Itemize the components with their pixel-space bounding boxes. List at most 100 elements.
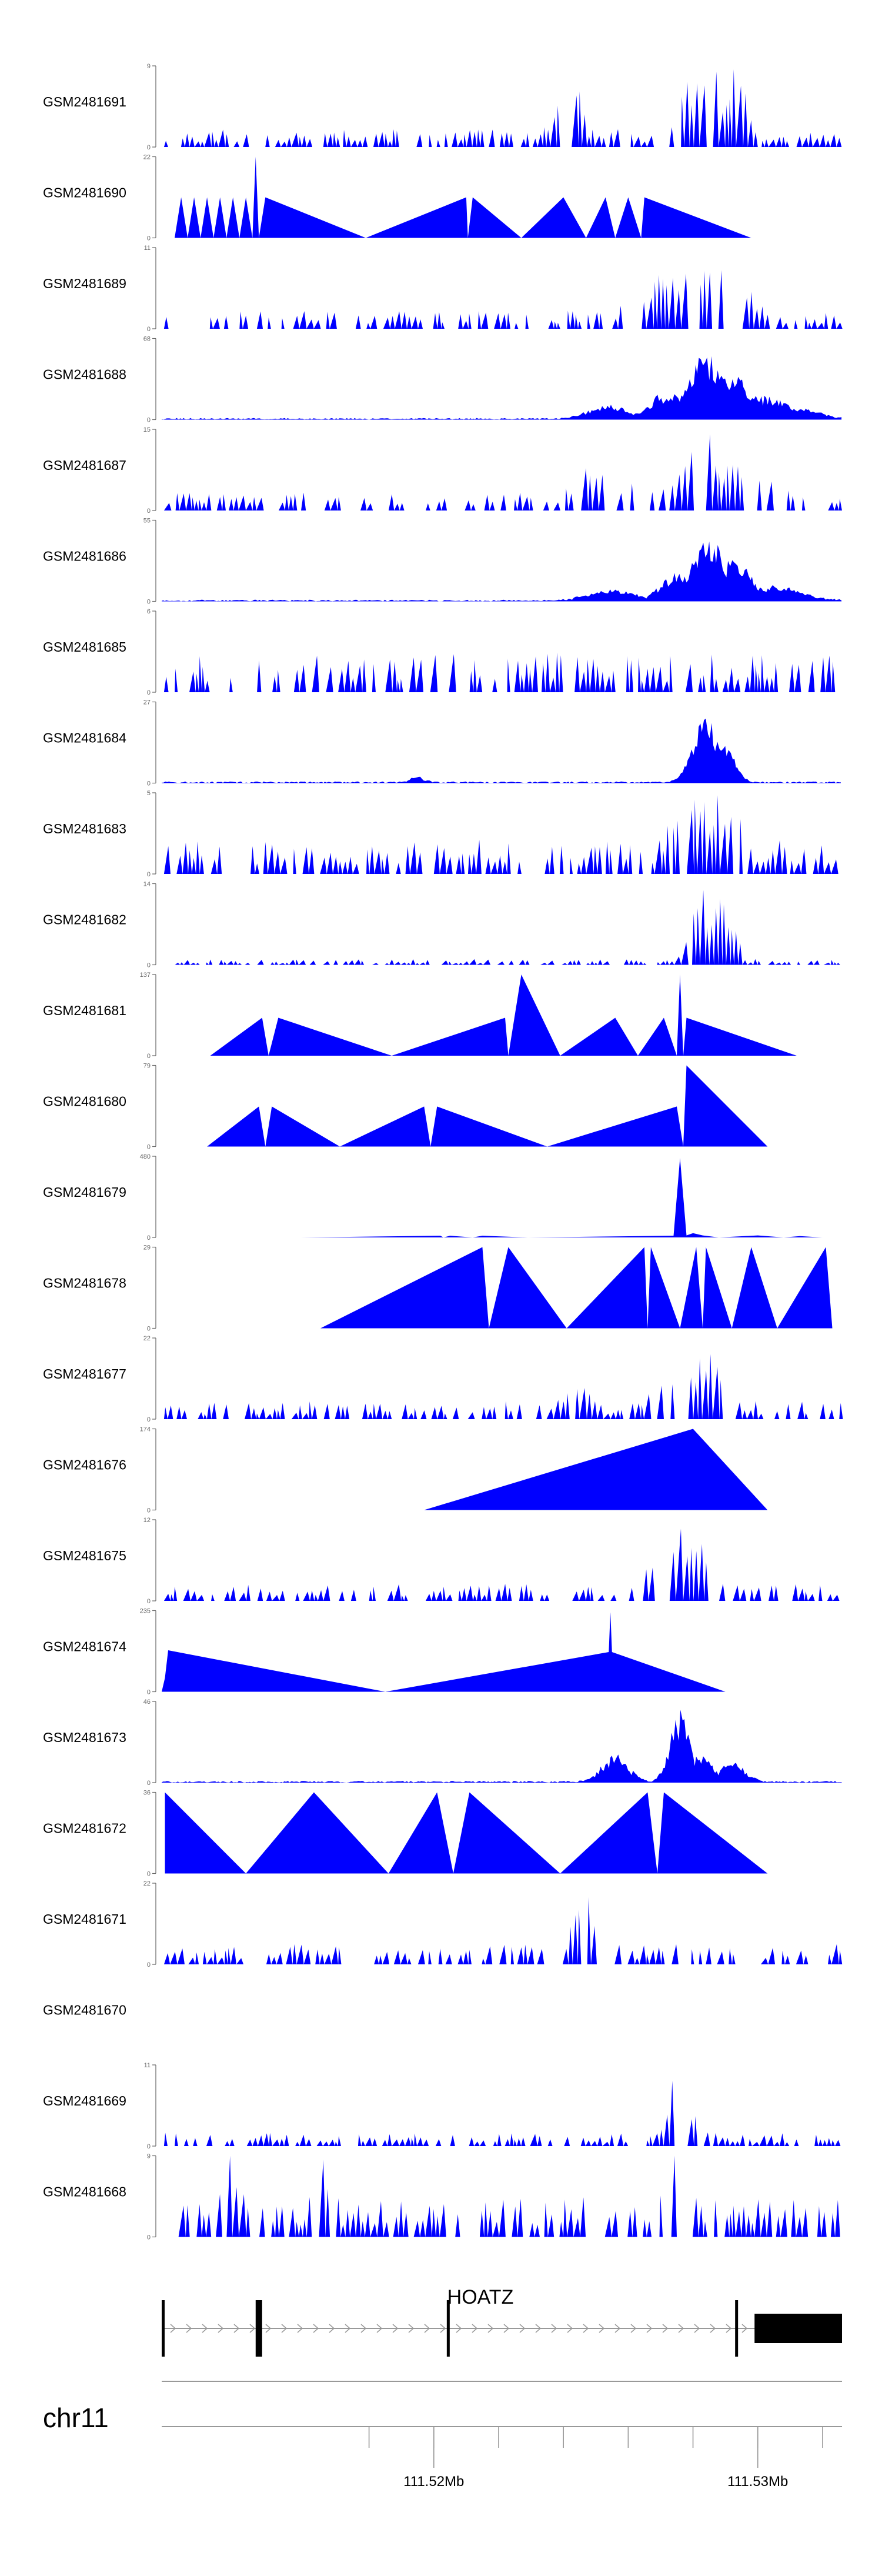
coverage-area xyxy=(162,69,842,147)
coverage-area xyxy=(162,356,842,420)
strand-arrow xyxy=(535,2324,542,2333)
track-label: GSM2481670 xyxy=(43,2003,126,2018)
track-label: GSM2481678 xyxy=(43,1276,126,1291)
coverage-area xyxy=(162,719,841,783)
track-gsm2481682: GSM2481682 14 0 xyxy=(43,881,840,969)
strand-arrow xyxy=(503,2324,510,2333)
strand-arrow xyxy=(249,2324,256,2333)
strand-arrow xyxy=(233,2324,240,2333)
y-tick-label: 0 xyxy=(147,780,151,788)
exon-block xyxy=(162,2300,165,2357)
track-label: GSM2481672 xyxy=(43,1821,126,1836)
track-gsm2481688: GSM2481688 68 0 xyxy=(43,336,842,424)
track-gsm2481668: GSM2481668 9 0 xyxy=(43,2153,840,2241)
strand-arrow xyxy=(519,2324,526,2333)
y-tick-label: 79 xyxy=(143,1063,151,1070)
gene-label: HOATZ xyxy=(447,2286,514,2308)
y-tick-label: 0 xyxy=(147,1780,151,1787)
y-tick-label: 11 xyxy=(144,245,151,252)
y-tick-label: 9 xyxy=(147,63,151,70)
strand-arrow xyxy=(186,2324,192,2333)
y-tick-label: 55 xyxy=(143,518,151,525)
strand-arrow xyxy=(313,2324,319,2333)
strand-arrow xyxy=(567,2324,573,2333)
y-tick-label: 68 xyxy=(143,336,151,343)
strand-arrow xyxy=(487,2324,494,2333)
track-label: GSM2481680 xyxy=(43,1094,126,1109)
coverage-area xyxy=(162,890,840,965)
track-label: GSM2481671 xyxy=(43,1911,126,1927)
y-tick-label: 0 xyxy=(147,2143,151,2150)
track-gsm2481676: GSM2481676 174 0 xyxy=(43,1426,768,1514)
axis-tick-label: 111.52Mb xyxy=(403,2474,464,2490)
coverage-area xyxy=(162,1897,843,1964)
y-tick-label: 0 xyxy=(147,1053,151,1060)
track-gsm2481671: GSM2481671 22 0 xyxy=(43,1880,843,1968)
coverage-area xyxy=(162,270,843,329)
y-tick-label: 137 xyxy=(140,972,151,979)
strand-arrow xyxy=(424,2324,430,2333)
y-tick-label: 0 xyxy=(147,1416,151,1423)
y-tick-label: 0 xyxy=(147,1961,151,1968)
coverage-area xyxy=(162,652,842,692)
exon-block xyxy=(255,2300,262,2357)
track-gsm2481670: GSM2481670 xyxy=(43,2003,126,2018)
strand-arrow xyxy=(297,2324,303,2333)
track-label: GSM2481668 xyxy=(43,2184,126,2200)
y-tick-label: 0 xyxy=(147,508,151,515)
coverage-area xyxy=(162,541,842,602)
track-gsm2481672: GSM2481672 36 0 xyxy=(43,1790,768,1878)
coverage-tracks: GSM248169190GSM2481690220GSM2481689110GS… xyxy=(43,63,843,2241)
strand-arrow xyxy=(741,2324,748,2333)
exon-block xyxy=(735,2300,739,2357)
track-label: GSM2481690 xyxy=(43,185,126,201)
y-tick-label: 0 xyxy=(147,2234,151,2241)
y-tick-label: 22 xyxy=(143,1880,151,1887)
y-tick-label: 15 xyxy=(143,426,151,433)
track-label: GSM2481684 xyxy=(43,730,126,746)
y-tick-label: 0 xyxy=(147,1234,151,1242)
y-tick-label: 0 xyxy=(147,1598,151,1605)
y-tick-label: 0 xyxy=(147,1507,151,1514)
strand-arrow xyxy=(345,2324,351,2333)
gene-annotation-track: HOATZ xyxy=(162,2286,842,2357)
coverage-area xyxy=(165,1792,768,1874)
strand-arrow xyxy=(408,2324,415,2333)
track-gsm2481685: GSM2481685 6 0 xyxy=(43,608,842,696)
strand-arrow xyxy=(202,2324,208,2333)
track-label: GSM2481687 xyxy=(43,458,126,473)
y-tick-label: 0 xyxy=(147,417,151,424)
exon-block xyxy=(446,2300,450,2357)
track-gsm2481679: GSM2481679 480 0 xyxy=(43,1153,823,1242)
y-tick-label: 0 xyxy=(147,235,151,242)
track-label: GSM2481676 xyxy=(43,1457,126,1473)
track-gsm2481681: GSM2481681 137 0 xyxy=(43,972,797,1060)
coverage-area xyxy=(320,1247,833,1329)
track-gsm2481675: GSM2481675 12 0 xyxy=(43,1517,840,1605)
y-tick-label: 480 xyxy=(140,1153,151,1160)
strand-arrow xyxy=(599,2324,605,2333)
track-label: GSM2481674 xyxy=(43,1639,126,1654)
track-gsm2481687: GSM2481687 15 0 xyxy=(43,426,842,515)
track-gsm2481674: GSM2481674 235 0 xyxy=(43,1608,726,1696)
track-gsm2481673: GSM2481673 46 0 xyxy=(43,1699,842,1787)
y-tick-label: 22 xyxy=(143,1335,151,1342)
track-label: GSM2481681 xyxy=(43,1003,126,1018)
track-gsm2481690: GSM2481690 22 0 xyxy=(43,154,751,242)
coverage-area xyxy=(175,156,751,238)
track-label: GSM2481679 xyxy=(43,1184,126,1200)
y-tick-label: 5 xyxy=(147,790,151,797)
y-tick-label: 235 xyxy=(140,1608,151,1615)
strand-arrow xyxy=(265,2324,272,2333)
coverage-area xyxy=(210,975,797,1056)
track-label: GSM2481686 xyxy=(43,549,126,564)
strand-arrow xyxy=(170,2324,176,2333)
coverage-area xyxy=(162,434,842,510)
coverage-area xyxy=(207,1065,768,1147)
strand-arrow xyxy=(281,2324,288,2333)
strand-arrow xyxy=(218,2324,224,2333)
coverage-area xyxy=(162,2155,840,2237)
track-gsm2481684: GSM2481684 27 0 xyxy=(43,699,841,788)
y-tick-label: 0 xyxy=(147,1871,151,1878)
